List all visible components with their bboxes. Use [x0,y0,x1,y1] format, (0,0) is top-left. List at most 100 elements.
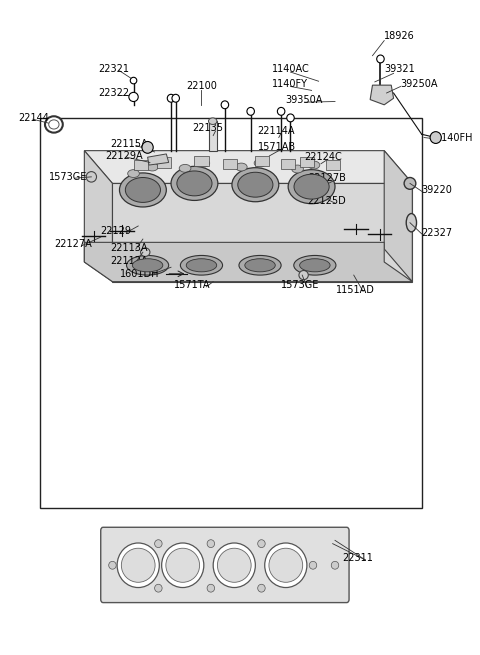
Ellipse shape [221,101,228,109]
Ellipse shape [239,255,281,275]
Text: 22129A: 22129A [106,151,143,161]
Text: 1140FY: 1140FY [272,79,308,89]
Ellipse shape [245,259,275,272]
Ellipse shape [288,170,335,204]
Text: 1571TA: 1571TA [174,280,210,290]
Ellipse shape [162,543,204,588]
Ellipse shape [265,543,307,588]
Text: 22100: 22100 [186,81,217,92]
Text: 22113A: 22113A [110,242,148,253]
Ellipse shape [86,172,96,182]
Text: 22127A: 22127A [54,239,92,250]
Text: 39250A: 39250A [401,79,438,89]
Text: 39321: 39321 [384,64,415,74]
Text: 22321: 22321 [98,64,130,74]
Ellipse shape [198,159,210,167]
Ellipse shape [207,584,215,592]
Ellipse shape [120,173,167,207]
Text: 1140AC: 1140AC [272,64,310,74]
Ellipse shape [269,548,303,582]
Ellipse shape [309,561,317,569]
Ellipse shape [254,159,266,167]
Ellipse shape [299,271,308,280]
Ellipse shape [377,55,384,63]
Bar [40,118,422,508]
Text: 22127B: 22127B [308,173,346,183]
Polygon shape [147,154,168,165]
Ellipse shape [258,540,265,548]
Ellipse shape [45,116,63,132]
Ellipse shape [130,77,137,84]
Ellipse shape [117,543,159,588]
Ellipse shape [132,259,163,272]
Text: 1601DH: 1601DH [120,269,159,279]
Bar [300,157,314,167]
Ellipse shape [404,178,416,189]
Ellipse shape [213,543,255,588]
Bar [223,159,237,169]
Ellipse shape [108,561,116,569]
Polygon shape [370,85,394,105]
Text: 1571AB: 1571AB [258,142,296,153]
Ellipse shape [180,255,223,275]
Ellipse shape [294,255,336,275]
Bar [255,156,269,166]
Ellipse shape [287,114,294,122]
Text: 18926: 18926 [384,31,415,41]
Bar [281,159,295,169]
Text: 1573GE: 1573GE [281,280,320,290]
Text: 39220: 39220 [422,185,453,195]
Text: 22114A: 22114A [258,126,295,136]
Ellipse shape [141,248,150,256]
Ellipse shape [167,94,175,102]
Ellipse shape [155,540,162,548]
Ellipse shape [155,584,162,592]
Ellipse shape [166,548,200,582]
Bar [194,156,208,166]
Text: 1573GE: 1573GE [49,172,87,182]
Text: 1140FH: 1140FH [436,132,473,143]
Ellipse shape [207,540,215,548]
Ellipse shape [127,255,168,275]
Ellipse shape [294,174,329,199]
Polygon shape [84,242,412,282]
Ellipse shape [179,164,191,172]
Ellipse shape [129,92,138,102]
Ellipse shape [247,107,254,115]
Ellipse shape [217,548,251,582]
Ellipse shape [238,172,273,197]
Ellipse shape [121,548,155,582]
Ellipse shape [232,168,279,202]
Ellipse shape [186,259,216,272]
Text: 1151AD: 1151AD [336,284,375,295]
FancyBboxPatch shape [101,527,349,603]
Polygon shape [112,183,412,282]
Text: 22327: 22327 [422,227,453,238]
Ellipse shape [172,94,180,102]
Ellipse shape [277,107,285,115]
Ellipse shape [308,161,320,169]
Text: 22135: 22135 [192,122,223,133]
Bar [325,160,340,170]
Ellipse shape [208,118,217,124]
Ellipse shape [292,165,303,173]
Text: 22322: 22322 [98,88,130,98]
Polygon shape [84,151,412,183]
Text: 22112A: 22112A [110,255,148,266]
Bar [208,121,217,151]
Ellipse shape [125,178,160,202]
Polygon shape [84,151,112,282]
Ellipse shape [236,163,247,171]
Ellipse shape [146,163,158,171]
Bar [157,157,171,168]
Ellipse shape [258,584,265,592]
Text: 39350A: 39350A [286,94,323,105]
Text: 22115A: 22115A [110,139,148,149]
Ellipse shape [171,166,218,200]
Text: 22124C: 22124C [304,152,342,162]
Bar [133,160,147,170]
Ellipse shape [128,170,139,178]
Text: 22144: 22144 [19,113,49,123]
Ellipse shape [406,214,417,232]
Ellipse shape [331,561,339,569]
